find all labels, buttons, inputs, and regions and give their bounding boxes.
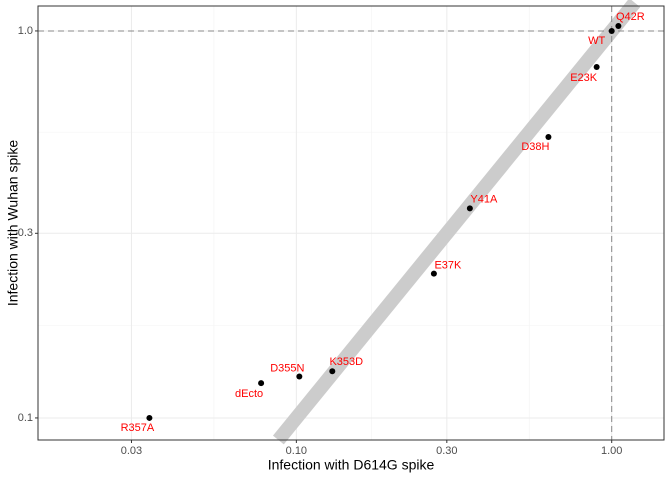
point-label: E23K (570, 72, 598, 84)
panel-border (37, 5, 665, 441)
point-label: R357A (121, 422, 155, 434)
x-tick-label: 0.10 (286, 445, 307, 457)
x-tick-label: 0.30 (436, 445, 457, 457)
y-tick-label: 0.1 (18, 412, 33, 424)
y-axis-title: Infection with Wuhan spike (5, 140, 21, 306)
point (258, 380, 265, 387)
point (296, 373, 303, 380)
point-label: D38H (521, 141, 549, 153)
point-label: Y41A (470, 193, 498, 205)
point (608, 27, 615, 34)
x-tick-label: 1.00 (601, 445, 622, 457)
point-label: dEcto (235, 388, 263, 400)
identity-line (272, 0, 641, 445)
point (430, 270, 437, 277)
point-label: D355N (270, 362, 304, 374)
point (545, 134, 552, 141)
point (146, 414, 153, 421)
x-axis-title: Infection with D614G spike (268, 457, 435, 473)
point (466, 205, 473, 212)
point-label: WT (588, 35, 605, 47)
point-label: Q42R (616, 11, 645, 23)
point-label: E37K (434, 260, 462, 272)
panel (38, 6, 664, 440)
point (329, 368, 336, 375)
point-label: K353D (329, 356, 363, 368)
y-tick-label: 1.0 (18, 25, 33, 37)
x-tick-label: 0.03 (121, 445, 142, 457)
point (593, 63, 600, 70)
point (615, 22, 622, 29)
y-tick-label: 0.3 (18, 227, 33, 239)
